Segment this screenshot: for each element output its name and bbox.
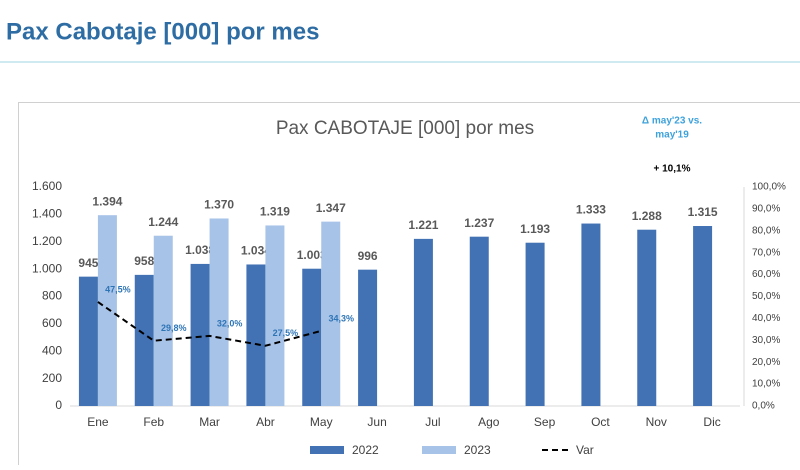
y-tick-label: 1.200 [32,234,62,248]
bar [302,269,321,406]
y2-tick-label: 50,0% [752,291,780,302]
x-tick-label: Nov [646,415,667,429]
data-label: 29,8% [161,323,187,333]
bar [637,230,656,406]
data-label: 1.315 [688,205,718,219]
x-tick-label: Mar [199,415,220,429]
data-label: 1.237 [464,216,494,230]
y2-tick-label: 0,0% [752,401,775,412]
y-tick-label: 400 [42,343,62,357]
annotation: Δ may'23 vs. [642,116,702,127]
annotation-value: + 10,1% [654,164,691,175]
annotation: may'19 [655,130,689,141]
x-tick-label: Feb [143,415,164,429]
y-tick-label: 800 [42,289,62,303]
data-label: 1.319 [260,205,290,219]
data-label: 34,3% [328,313,354,323]
data-label: 945 [78,256,98,270]
y-tick-label: 0 [55,398,62,412]
y2-tick-label: 100,0% [752,182,786,193]
legend-swatch [310,446,344,454]
data-label: 1.193 [520,222,550,236]
data-label: 958 [134,254,154,268]
data-label: 32,0% [217,318,243,328]
bar [210,218,229,406]
bar [265,225,284,406]
legend-label: 2023 [464,443,491,457]
data-label: 47,5% [105,284,131,294]
y-tick-label: 1.400 [32,207,62,221]
data-label: 27,5% [273,328,299,338]
legend-label: 2022 [352,443,379,457]
page-title: Pax Cabotaje [000] por mes [6,18,319,45]
x-tick-label: Sep [534,415,556,429]
data-label: 1.221 [408,218,438,232]
bar [470,237,489,406]
data-label: 1.244 [148,215,178,229]
data-label: 1.333 [576,203,606,217]
x-tick-label: Abr [256,415,275,429]
legend-swatch [422,446,456,454]
y2-tick-label: 80,0% [752,225,780,236]
bar [693,226,712,406]
y2-tick-label: 60,0% [752,269,780,280]
y2-tick-label: 70,0% [752,247,780,258]
bar [414,239,433,406]
data-label: 1.288 [632,209,662,223]
bar [98,215,117,406]
x-tick-label: Jul [425,415,440,429]
x-tick-label: May [310,415,333,429]
y-tick-label: 600 [42,316,62,330]
x-tick-label: Oct [591,415,610,429]
bar [154,236,173,406]
y-tick-label: 200 [42,371,62,385]
bar [79,277,98,406]
data-label: 996 [358,249,378,263]
x-tick-label: Jun [367,415,386,429]
y2-tick-label: 20,0% [752,357,780,368]
data-label: 1.370 [204,198,234,212]
bar [246,264,265,406]
x-tick-label: Dic [703,415,720,429]
y-tick-label: 1.600 [32,179,62,193]
y2-tick-label: 10,0% [752,379,780,390]
y2-tick-label: 30,0% [752,335,780,346]
y2-tick-label: 90,0% [752,204,780,215]
legend-label: Var [576,443,594,457]
bar [358,270,377,406]
x-tick-label: Ene [87,415,109,429]
chart-title: Pax CABOTAJE [000] por mes [276,118,534,139]
x-tick-label: Ago [478,415,500,429]
y2-tick-label: 40,0% [752,313,780,324]
bar [581,224,600,406]
bar [135,275,154,406]
bar [191,264,210,406]
y-tick-label: 1.000 [32,261,62,275]
data-label: 1.347 [316,201,346,215]
data-label: 1.394 [92,194,122,208]
bar [526,243,545,406]
